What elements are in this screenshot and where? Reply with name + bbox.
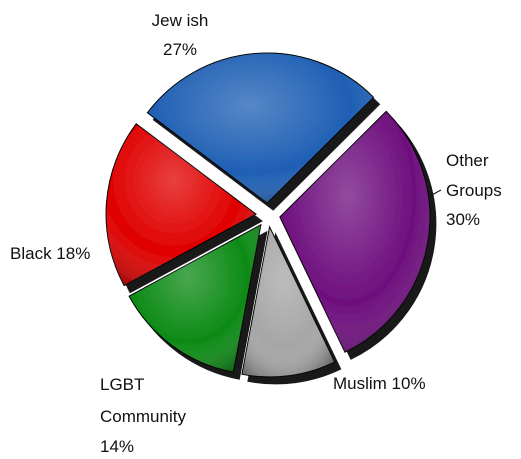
pie-slice-jewish — [146, 52, 375, 204]
other-groups-leader-line — [429, 189, 442, 197]
pie-slice-shading — [129, 224, 261, 373]
pie-slice-shading — [241, 226, 335, 377]
black-label: Black 18% — [10, 244, 90, 263]
pie-slice-shading — [279, 111, 430, 353]
other-groups-label-line2: Groups — [446, 181, 502, 200]
lgbt-value-label: 14% — [100, 437, 134, 456]
other-groups-label-line1: Other — [446, 151, 489, 170]
pie-slice-shading — [106, 123, 257, 286]
pie-slice-black — [105, 123, 257, 287]
pie-slice-lgbt-community — [128, 223, 262, 373]
jewish-value-label: 27% — [163, 40, 197, 59]
pie-slice-shading — [147, 53, 374, 204]
lgbt-label-line2: Community — [100, 407, 186, 426]
other-groups-value-label: 30% — [446, 210, 480, 229]
lgbt-label-line1: LGBT — [100, 375, 144, 394]
pie-slice-muslim — [241, 225, 336, 378]
pie-slice-other-groups — [279, 110, 431, 353]
jewish-label: Jew ish — [152, 11, 209, 30]
pie-labels: Jew ish 27% Other Groups 30% Muslim 10% … — [10, 11, 502, 456]
muslim-label: Muslim 10% — [333, 374, 426, 393]
pie-slices — [105, 52, 431, 378]
